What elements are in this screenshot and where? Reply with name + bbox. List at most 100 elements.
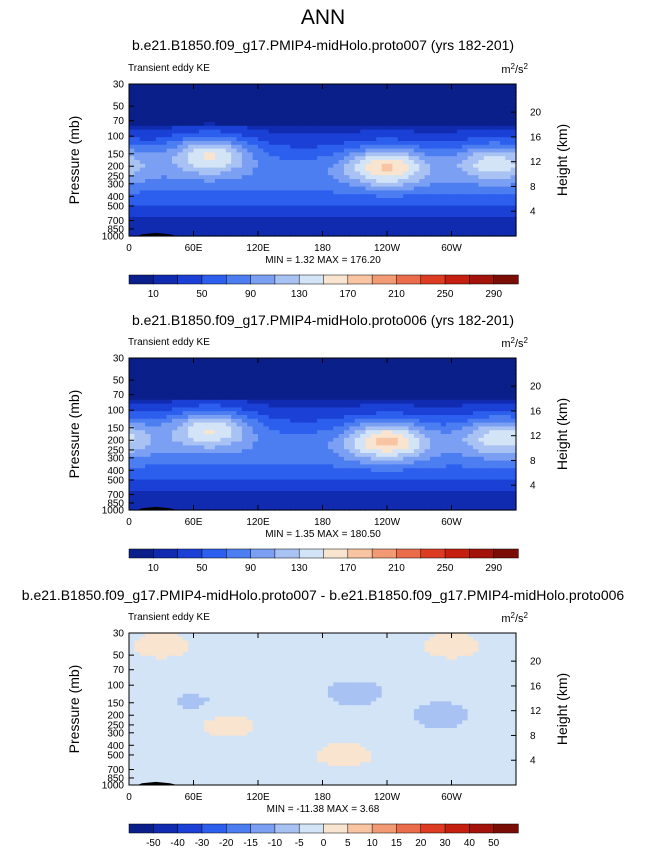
contour-cell [473,456,479,462]
contour-cell [456,445,463,450]
contour-cell [344,415,350,420]
contour-cell [365,369,372,374]
contour-cell [231,392,238,397]
contour-cell [145,415,152,420]
y-axis-title-right: Height (km) [554,124,570,196]
contour-cell [446,156,453,161]
contour-cell [360,449,367,454]
contour-cell [139,182,146,188]
contour-cell [263,190,270,195]
contour-cell [451,224,458,229]
contour-cell [252,179,259,184]
contour-cell [413,228,420,233]
contour-cell [172,358,178,363]
contour-cell [139,228,146,233]
contour-cell [279,388,286,393]
contour-cell [360,179,367,184]
contour-cell [295,388,302,393]
contour-cell [397,392,404,397]
contour-cell [333,103,340,108]
contour-cell [290,384,297,389]
contour-cell [188,91,195,96]
contour-cell [263,384,270,389]
contour-cell [344,422,350,427]
contour-cell [225,125,232,131]
contour-cell [279,106,286,112]
contour-cell [333,148,340,153]
contour-cell [424,163,431,169]
contour-cell [161,129,168,134]
contour-cell [365,190,372,195]
contour-cell [209,460,216,465]
contour-cell [247,163,254,169]
contour-cell [290,171,297,176]
contour-cell [446,148,453,153]
contour-cell [446,194,453,199]
contour-cell [365,129,372,134]
contour-cell [209,148,216,153]
contour-cell [489,106,496,112]
contour-cell [440,396,447,401]
contour-cell [505,194,512,199]
contour-cell [494,232,501,237]
contour-cell [155,110,162,115]
contour-cell [494,415,501,420]
contour-cell [301,426,307,431]
contour-cell [424,403,431,408]
contour-cell [430,453,436,458]
contour-cell [198,392,205,397]
contour-cell [139,388,146,393]
contour-cell [301,87,307,93]
contour-cell [397,441,404,446]
contour-cell [381,201,388,207]
contour-cell [220,160,227,165]
contour-cell [483,122,490,127]
contour-cell [284,144,291,150]
contour-cell [290,186,297,191]
contour-cell [284,122,291,127]
contour-cell [161,141,168,146]
contour-cell [473,106,479,112]
contour-cell [446,228,453,233]
contour-cell [236,396,243,401]
contour-cell [430,148,436,153]
contour-cell [258,163,264,169]
contour-cell [252,171,259,176]
contour-cell [392,106,399,112]
contour-cell [349,167,356,172]
contour-cell [473,460,479,465]
contour-cell [198,133,205,138]
contour-cell [198,156,205,161]
contour-cell [290,209,297,214]
contour-cell [333,369,340,374]
contour-cell [392,411,399,416]
contour-cell [344,228,350,233]
contour-cell [354,388,361,393]
contour-cell [279,228,286,233]
contour-cell [408,190,415,195]
contour-cell [408,182,415,188]
contour-cell [188,399,195,405]
contour-cell [306,99,313,104]
contour-cell [231,122,238,127]
contour-cell [408,384,415,389]
contour-cell [494,426,501,431]
contour-cell [499,91,506,96]
contour-cell [397,144,404,150]
contour-cell [139,358,146,363]
contour-cell [247,167,254,172]
contour-cell [430,373,436,378]
contour-cell [338,456,345,462]
contour-cell [333,87,340,93]
contour-cell [177,95,184,100]
contour-cell [220,122,227,127]
contour-cell [360,456,367,462]
contour-cell [145,182,152,188]
contour-cell [301,441,307,446]
contour-cell [489,453,496,458]
contour-cell [317,106,324,112]
contour-cell [424,190,431,195]
contour-cell [413,103,420,108]
contour-cell [301,220,307,226]
contour-cell [258,125,264,131]
